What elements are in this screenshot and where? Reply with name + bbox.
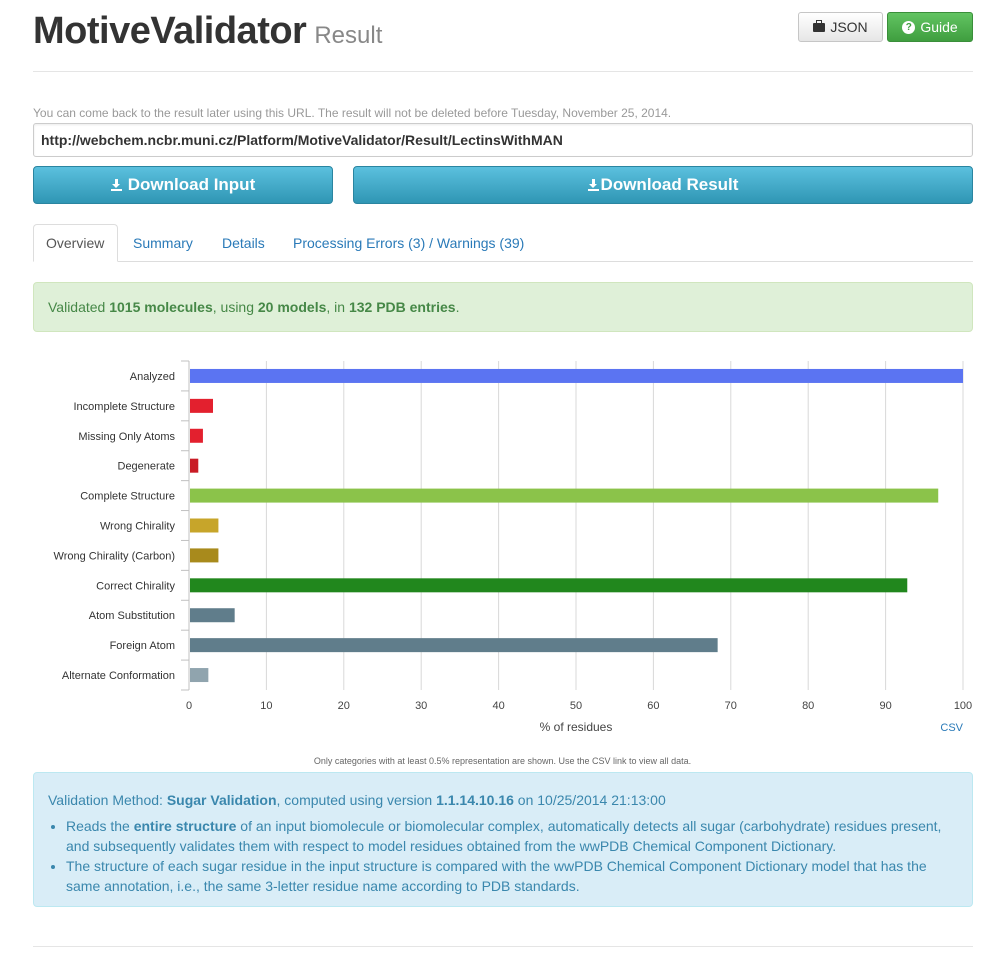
category-label: Wrong Chirality — [100, 521, 175, 533]
download-result-button[interactable]: Download Result — [353, 166, 973, 204]
method-bullets: Reads the entire structure of an input b… — [48, 816, 958, 896]
csv-link[interactable]: CSV — [940, 722, 963, 734]
bullet1-bold: entire structure — [133, 818, 237, 834]
summary-molecules: 1015 molecules — [109, 299, 213, 315]
bar — [190, 518, 219, 533]
category-label: Complete Structure — [80, 491, 175, 503]
download-input-button[interactable]: Download Input — [33, 166, 333, 204]
tab-summary[interactable]: Summary — [133, 235, 193, 251]
category-label: Atom Substitution — [89, 610, 175, 622]
bar — [190, 458, 199, 473]
tabs-baseline — [33, 261, 973, 262]
page-title: MotiveValidator Result — [33, 10, 382, 53]
method-suffix: on 10/25/2014 21:13:00 — [513, 792, 666, 808]
x-tick-label: 90 — [879, 700, 891, 712]
bullet1-post: of an input biomolecule or biomolecular … — [66, 818, 942, 854]
guide-button[interactable]: ? Guide — [887, 12, 973, 42]
summary-mid2: , in — [326, 299, 349, 315]
summary-models: 20 models — [257, 299, 327, 315]
download-input-label: Download Input — [127, 175, 256, 194]
page-subtitle: Result — [314, 22, 383, 49]
x-tick-label: 30 — [415, 700, 427, 712]
briefcase-icon — [813, 19, 826, 32]
download-icon — [587, 179, 599, 191]
category-label: Missing Only Atoms — [78, 431, 175, 443]
app-title: MotiveValidator — [33, 10, 307, 52]
bar — [190, 638, 718, 653]
bar — [190, 428, 203, 443]
validation-method-info: Validation Method: Sugar Validation, com… — [33, 772, 973, 907]
x-tick-label: 60 — [647, 700, 659, 712]
json-button[interactable]: JSON — [798, 12, 883, 42]
x-tick-label: 20 — [338, 700, 350, 712]
help-circle-icon: ? — [902, 20, 916, 34]
method-name: Sugar Validation — [166, 792, 277, 808]
bar — [190, 368, 963, 383]
bullet2-text: The structure of each sugar residue in t… — [66, 858, 927, 894]
method-mid: , computed using version — [276, 792, 437, 808]
category-label: Foreign Atom — [110, 640, 175, 652]
x-tick-label: 40 — [492, 700, 504, 712]
tab-processing-errors[interactable]: Processing Errors (3) / Warnings (39) — [293, 235, 525, 251]
header-divider — [33, 71, 973, 72]
x-tick-label: 10 — [260, 700, 272, 712]
x-tick-label: 0 — [186, 700, 192, 712]
category-label: Alternate Conformation — [62, 670, 175, 682]
summary-suffix: . — [455, 299, 460, 315]
tab-details[interactable]: Details — [222, 235, 265, 251]
category-label: Degenerate — [118, 461, 176, 473]
bullet-item: The structure of each sugar residue in t… — [66, 856, 958, 896]
summary-entries: 132 PDB entries — [348, 299, 456, 315]
x-tick-label: 70 — [725, 700, 737, 712]
category-label: Incomplete Structure — [74, 401, 176, 413]
download-result-label: Download Result — [600, 175, 739, 194]
json-button-label: JSON — [830, 19, 868, 35]
x-tick-label: 50 — [570, 700, 582, 712]
bullet-item: Reads the entire structure of an input b… — [66, 816, 958, 856]
bar — [190, 398, 213, 413]
x-tick-label: 100 — [954, 700, 972, 712]
method-version: 1.1.14.10.16 — [436, 792, 514, 808]
result-url-field[interactable] — [33, 123, 973, 157]
category-label: Wrong Chirality (Carbon) — [54, 550, 175, 562]
tab-overview[interactable]: Overview — [33, 224, 118, 262]
bar — [190, 488, 939, 503]
summary-mid1: , using — [212, 299, 258, 315]
method-line: Validation Method: Sugar Validation, com… — [48, 790, 958, 810]
chart-footnote: Only categories with at least 0.5% repre… — [313, 756, 692, 766]
residue-chart: 0 10 20 30 40 50 60 70 80 90 100 Analyzed Incomplete… — [54, 360, 972, 734]
category-label: Correct Chirality — [96, 580, 175, 592]
bullet1-pre: Reads the — [66, 818, 134, 834]
summary-prefix: Validated — [48, 299, 110, 315]
download-icon — [110, 179, 122, 191]
x-tick-label: 80 — [802, 700, 814, 712]
category-label: Analyzed — [130, 371, 175, 383]
url-note: You can come back to the result later us… — [33, 106, 672, 120]
method-prefix: Validation Method: — [48, 792, 167, 808]
x-axis-label: % of residues — [540, 720, 613, 734]
bar — [190, 548, 219, 563]
guide-button-label: Guide — [920, 19, 958, 35]
bar — [190, 578, 908, 593]
bar — [190, 668, 209, 683]
validation-summary: Validated 1015 molecules, using 20 model… — [33, 282, 973, 332]
bar — [190, 608, 235, 623]
footer-divider — [33, 946, 973, 947]
